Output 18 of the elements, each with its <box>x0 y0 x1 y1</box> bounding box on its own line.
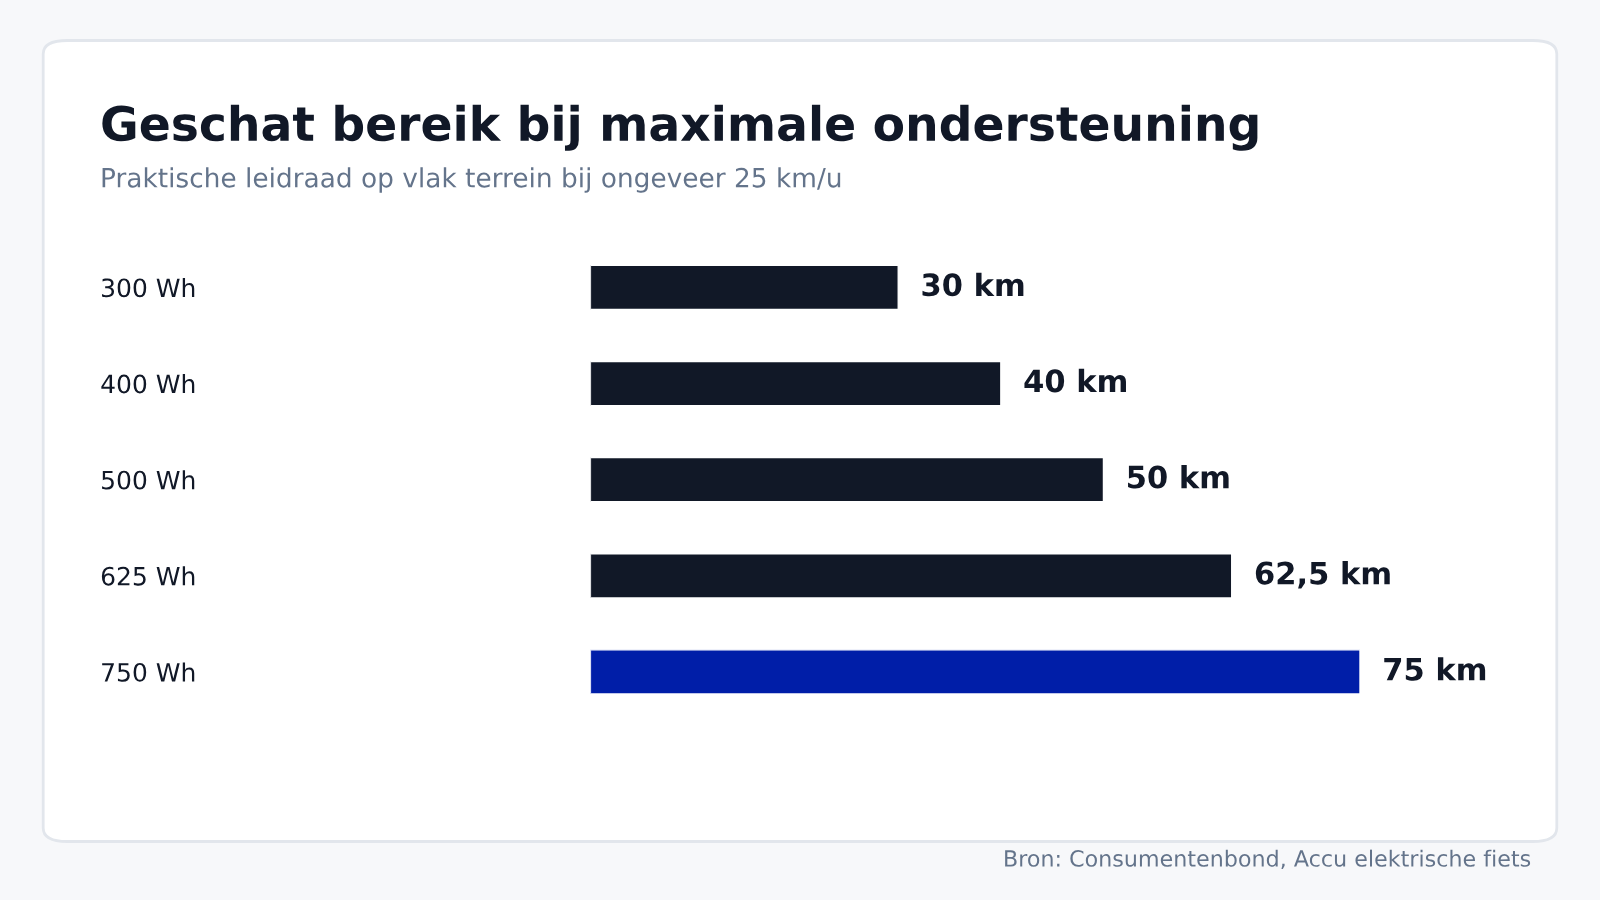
bar <box>590 264 899 311</box>
bar <box>590 360 1002 407</box>
y-tick-label: 625 Wh <box>101 566 195 586</box>
data-label: 50 km <box>1128 464 1229 489</box>
data-label: 62,5 km <box>1255 561 1390 589</box>
y-tick-label: 400 Wh <box>101 374 195 394</box>
y-tick-label: 500 Wh <box>102 470 195 490</box>
bar <box>590 456 1105 503</box>
y-tick-label: 300 Wh <box>102 277 195 298</box>
data-label: 75 km <box>1384 657 1486 681</box>
bar <box>590 649 1360 695</box>
text: Bron: Consumentenbond, Accu elektrische fiets <box>1005 849 1531 870</box>
bar <box>590 553 1233 599</box>
chart-title: Geschat bereik bij maximale ondersteuning <box>102 104 1258 151</box>
y-tick-label: 750 Wh <box>102 662 195 682</box>
data-label: 30 km <box>922 272 1024 297</box>
data-label: 40 km <box>1024 368 1126 393</box>
chart-subtitle: Praktische leidraad op vlak terrein bij ongeveer 25 km/u <box>102 167 841 193</box>
